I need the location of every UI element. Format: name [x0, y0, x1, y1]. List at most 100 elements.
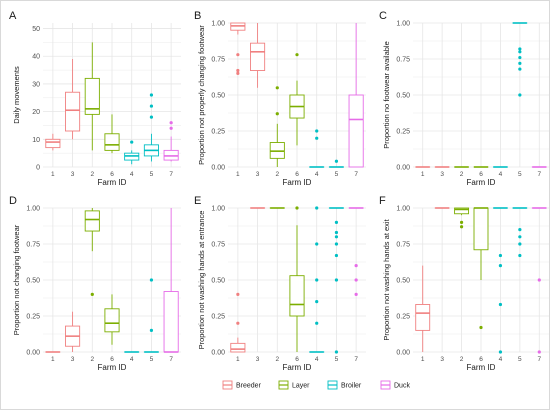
- outlier-point: [236, 53, 239, 56]
- box-6: [290, 206, 304, 352]
- x-tick-label: 3: [256, 356, 260, 363]
- outlier-point: [538, 278, 541, 281]
- box-iqr: [46, 139, 60, 147]
- y-tick-label: 0.00: [211, 350, 225, 357]
- outlier-point: [335, 350, 338, 353]
- x-tick-label: 5: [335, 356, 339, 363]
- y-tick-label: 0.50: [396, 93, 410, 100]
- box-2: [85, 42, 99, 150]
- x-tick-label: 3: [71, 171, 75, 178]
- box-3: [250, 23, 264, 88]
- outlier-point: [315, 300, 318, 303]
- x-tick-label: 2: [275, 171, 279, 178]
- outlier-point: [315, 137, 318, 140]
- panel-letter: C: [379, 10, 387, 22]
- box-iqr: [105, 309, 119, 332]
- y-tick-label: 0.25: [26, 314, 40, 321]
- outlier-point: [276, 112, 279, 115]
- outlier-point: [236, 69, 239, 72]
- x-tick-label: 7: [169, 171, 173, 178]
- box-iqr: [105, 134, 119, 151]
- box-iqr: [231, 343, 245, 352]
- outlier-point: [518, 228, 521, 231]
- y-tick-label: 0.00: [211, 165, 225, 172]
- y-axis-title: Daily movements: [12, 66, 21, 124]
- box-iqr: [250, 43, 264, 70]
- y-axis-title: Proportion not changing footwear: [12, 224, 21, 335]
- y-axis-title: Proportion not washing hands at entrance: [197, 211, 206, 350]
- outlier-point: [236, 72, 239, 75]
- outlier-point: [518, 67, 521, 70]
- x-tick-label: 1: [421, 171, 425, 178]
- panel-letter: B: [194, 10, 201, 22]
- box-iqr: [349, 95, 363, 167]
- box-7: [164, 121, 178, 161]
- outlier-point: [236, 322, 239, 325]
- y-tick-label: 10: [32, 137, 40, 144]
- outlier-point: [355, 278, 358, 281]
- outlier-point: [479, 326, 482, 329]
- box-iqr: [85, 211, 99, 231]
- x-axis-title: Farm ID: [98, 178, 127, 187]
- box-6: [105, 294, 119, 344]
- x-tick-label: 4: [315, 171, 319, 178]
- x-tick-label: 5: [518, 171, 522, 178]
- x-axis-title: Farm ID: [283, 363, 312, 372]
- outlier-point: [355, 264, 358, 267]
- outlier-point: [499, 350, 502, 353]
- outlier-point: [170, 127, 173, 130]
- box-1: [416, 266, 430, 352]
- x-tick-label: 5: [150, 356, 154, 363]
- x-tick-label: 2: [275, 356, 279, 363]
- box-iqr: [65, 92, 79, 131]
- box-3: [65, 312, 79, 352]
- y-tick-label: 30: [32, 81, 40, 88]
- y-tick-label: 1.00: [26, 206, 40, 213]
- outlier-point: [335, 254, 338, 257]
- y-tick-label: 0.75: [26, 242, 40, 249]
- y-tick-label: 0.25: [396, 314, 410, 321]
- outlier-point: [335, 235, 338, 238]
- x-tick-label: 6: [110, 356, 114, 363]
- y-tick-label: 1.00: [396, 21, 410, 28]
- x-tick-label: 1: [51, 356, 55, 363]
- outlier-point: [315, 129, 318, 132]
- x-tick-label: 3: [440, 171, 444, 178]
- outlier-point: [276, 86, 279, 89]
- x-axis-title: Farm ID: [98, 363, 127, 372]
- y-tick-label: 40: [32, 54, 40, 61]
- box-iqr: [164, 292, 178, 352]
- outlier-point: [315, 278, 318, 281]
- x-axis-title: Farm ID: [467, 363, 496, 372]
- y-tick-label: 0.00: [396, 165, 410, 172]
- outlier-point: [518, 47, 521, 50]
- panel-letter: E: [194, 195, 201, 207]
- legend-item-duck: Duck: [381, 381, 410, 390]
- y-axis-title: Proportion no footwear available: [382, 41, 391, 149]
- y-tick-label: 50: [32, 26, 40, 33]
- legend-label: Breeder: [236, 383, 262, 390]
- legend-label: Layer: [292, 383, 310, 390]
- box-iqr: [416, 304, 430, 330]
- outlier-point: [335, 231, 338, 234]
- outlier-point: [499, 303, 502, 306]
- x-tick-label: 2: [90, 171, 94, 178]
- outlier-point: [518, 93, 521, 96]
- y-tick-label: 0.75: [396, 57, 410, 64]
- x-tick-label: 1: [236, 356, 240, 363]
- x-tick-label: 7: [354, 356, 358, 363]
- x-tick-label: 1: [51, 171, 55, 178]
- box-iqr: [290, 276, 304, 316]
- x-tick-label: 6: [295, 171, 299, 178]
- legend-item-layer: Layer: [279, 381, 310, 390]
- y-tick-label: 0.00: [26, 350, 40, 357]
- y-tick-label: 1.00: [211, 206, 225, 213]
- outlier-point: [295, 53, 298, 56]
- outlier-point: [538, 350, 541, 353]
- outlier-point: [335, 160, 338, 163]
